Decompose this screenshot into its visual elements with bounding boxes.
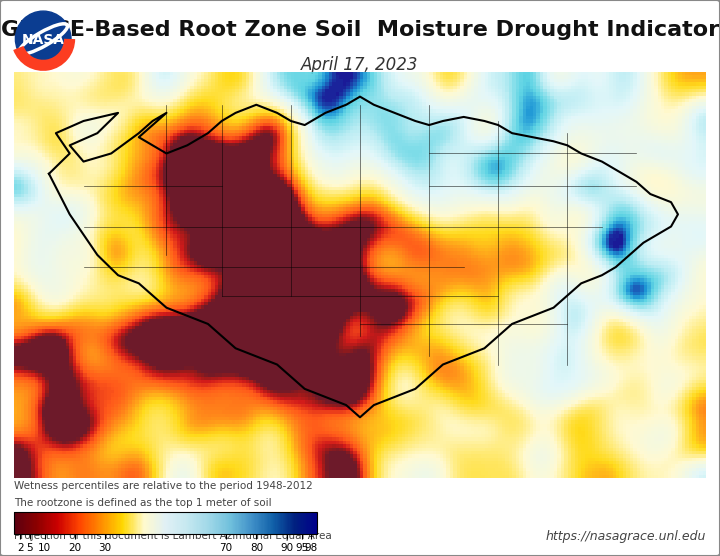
Text: April 17, 2023: April 17, 2023 xyxy=(301,56,419,75)
Text: https://nasagrace.unl.edu: https://nasagrace.unl.edu xyxy=(545,530,706,544)
Circle shape xyxy=(15,11,71,67)
Text: GRACE-Based Root Zone Soil  Moisture Drought Indicator: GRACE-Based Root Zone Soil Moisture Drou… xyxy=(1,20,719,40)
Text: The rootzone is defined as the top 1 meter of soil: The rootzone is defined as the top 1 met… xyxy=(14,498,272,508)
Text: Cell Resolution 0.125 degrees: Cell Resolution 0.125 degrees xyxy=(14,514,170,524)
Text: Projection of this document is Lambert Azimuthal Equal Area: Projection of this document is Lambert A… xyxy=(14,531,332,541)
Text: NASA: NASA xyxy=(22,33,65,47)
Text: Wetness percentiles are relative to the period 1948-2012: Wetness percentiles are relative to the … xyxy=(14,481,313,491)
